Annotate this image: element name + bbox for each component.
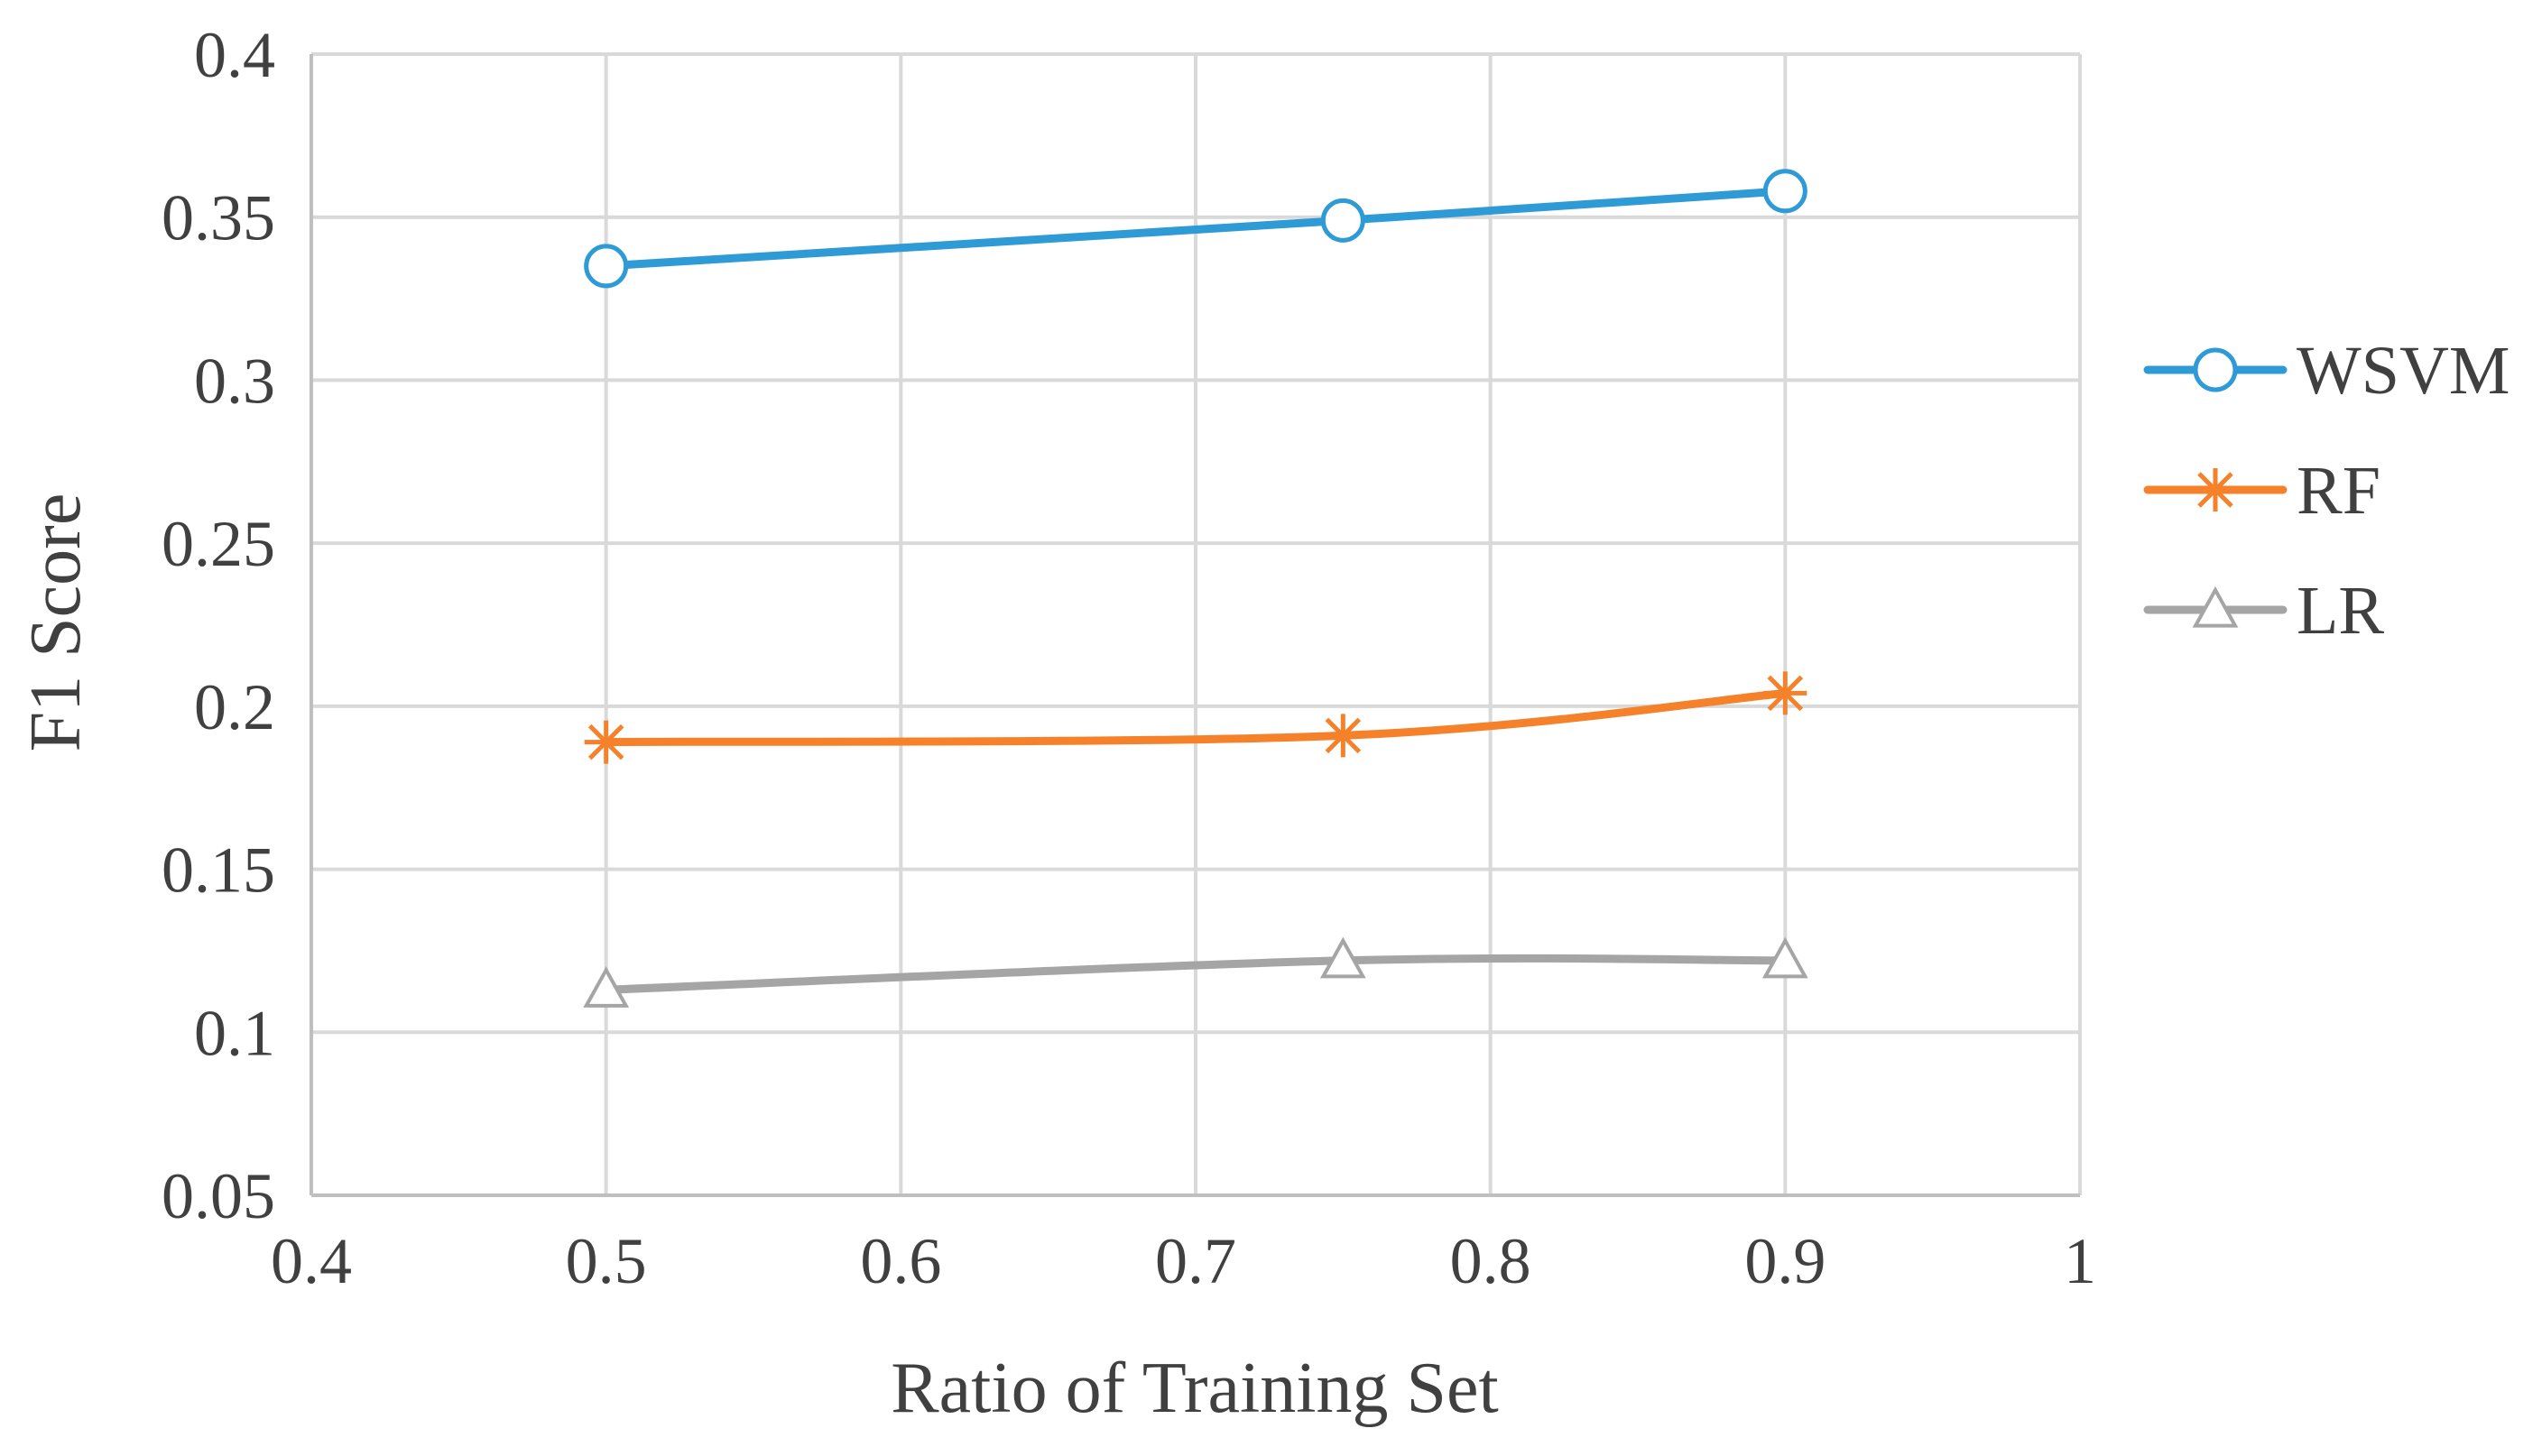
legend-item-lr: LR xyxy=(2143,573,2384,649)
data-point-rf xyxy=(1321,714,1365,758)
y-axis-title: F1 Score xyxy=(16,493,96,752)
y-tick-label: 0.15 xyxy=(162,834,275,907)
series-group xyxy=(583,169,1808,1008)
data-point-wsvm xyxy=(1762,169,1807,214)
series-line-rf xyxy=(602,688,1789,747)
y-tick-label: 0.2 xyxy=(194,671,275,743)
data-point-lr xyxy=(1761,936,1808,979)
data-point-wsvm xyxy=(1320,198,1365,243)
series-line-wsvm xyxy=(602,187,1789,271)
x-tick-label: 0.6 xyxy=(860,1225,941,1297)
x-axis-title: Ratio of Training Set xyxy=(891,1349,1498,1428)
data-point-rf xyxy=(584,720,628,764)
x-tick-label: 0.5 xyxy=(566,1225,647,1297)
x-tick-label: 0.9 xyxy=(1744,1225,1826,1297)
data-point-rf xyxy=(1763,671,1807,715)
legend-label-lr: LR xyxy=(2297,573,2384,649)
legend: WSVM RF LR xyxy=(2143,333,2510,649)
x-tick-label: 1 xyxy=(2064,1225,2096,1297)
legend-label-rf: RF xyxy=(2297,453,2380,529)
grid-lines xyxy=(310,52,2082,1197)
y-tick-label: 0.25 xyxy=(162,508,275,580)
x-tick-labels: 0.4 0.5 0.6 0.7 0.8 0.9 1 xyxy=(271,1225,2096,1297)
data-point-lr xyxy=(1319,936,1366,979)
y-tick-label: 0.1 xyxy=(194,997,275,1069)
axes xyxy=(310,54,2080,1197)
y-tick-labels: 0.05 0.1 0.15 0.2 0.25 0.3 0.35 0.4 xyxy=(162,19,275,1232)
series-line-lr xyxy=(602,954,1789,994)
x-tick-label: 0.8 xyxy=(1450,1225,1531,1297)
y-tick-label: 0.4 xyxy=(194,19,275,91)
y-tick-label: 0.3 xyxy=(194,345,275,417)
y-tick-label: 0.05 xyxy=(162,1160,275,1232)
legend-marker-rf xyxy=(2194,468,2237,511)
data-point-wsvm xyxy=(584,244,629,289)
x-tick-label: 0.4 xyxy=(271,1225,352,1297)
legend-item-rf: RF xyxy=(2143,453,2380,529)
legend-item-wsvm: WSVM xyxy=(2143,333,2510,409)
legend-marker-wsvm xyxy=(2193,347,2238,392)
legend-label-wsvm: WSVM xyxy=(2297,333,2510,409)
x-tick-label: 0.7 xyxy=(1155,1225,1236,1297)
y-tick-label: 0.35 xyxy=(162,182,275,254)
data-point-lr xyxy=(583,966,630,1008)
legend-marker-lr xyxy=(2192,585,2239,628)
